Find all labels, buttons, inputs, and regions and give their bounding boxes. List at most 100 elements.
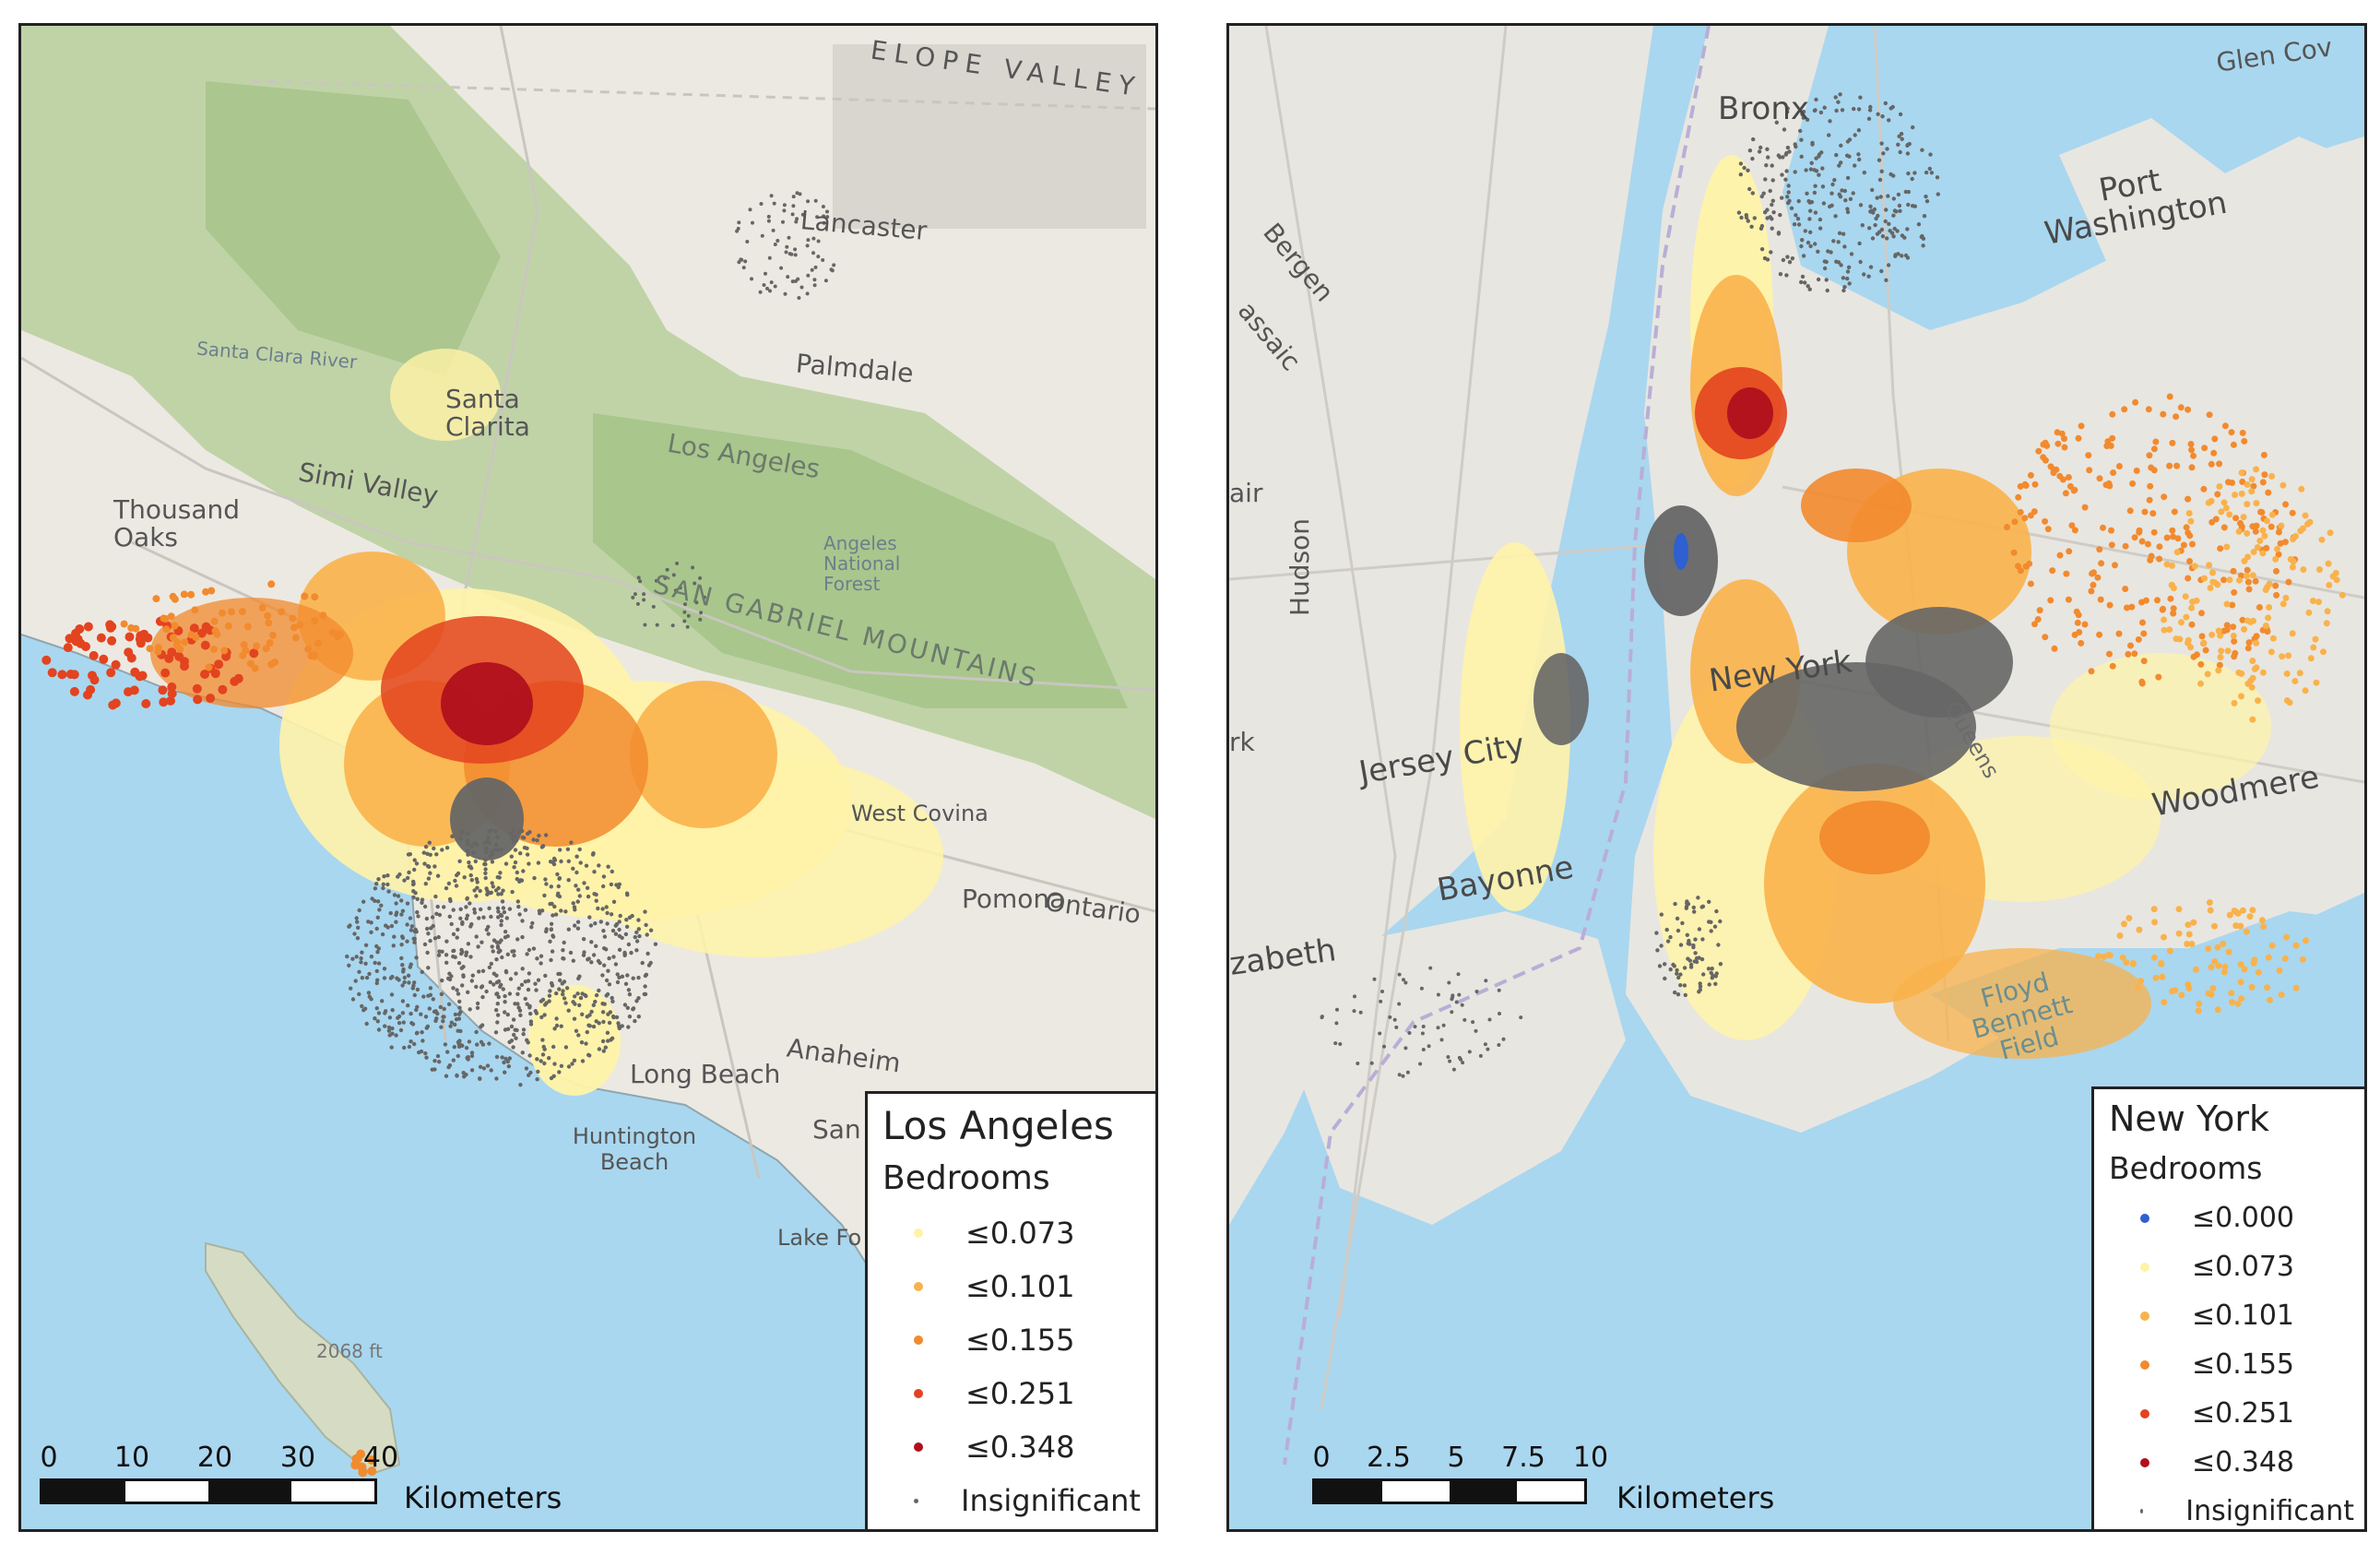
point-insignificant — [432, 864, 437, 869]
point-insignificant — [787, 235, 791, 240]
point-insignificant — [557, 1070, 562, 1074]
point-insignificant — [571, 1000, 575, 1004]
point-insignificant — [1845, 209, 1851, 215]
point-insignificant — [574, 854, 579, 859]
point-insignificant — [486, 924, 491, 930]
point-insignificant — [510, 889, 515, 895]
point-orange — [2139, 619, 2146, 626]
scale-tick-label: 30 — [279, 1442, 316, 1474]
point-insignificant — [480, 994, 485, 1000]
map-panel-los-angeles[interactable]: ELOPE VALLEY Lancaster Palmdale Santa Cl… — [18, 23, 1158, 1532]
point-insignificant — [374, 926, 379, 932]
point-insignificant — [622, 953, 627, 957]
point-orange — [2160, 605, 2167, 612]
point-insignificant — [447, 914, 452, 919]
point-insignificant — [769, 280, 774, 285]
point-insignificant — [613, 962, 619, 967]
point-red — [167, 682, 177, 692]
point-insignificant — [1382, 1044, 1386, 1049]
point-insignificant — [474, 876, 480, 882]
point-orange — [2232, 515, 2240, 522]
point-insignificant — [373, 1016, 377, 1021]
point-insignificant — [525, 952, 529, 956]
point-insignificant — [354, 916, 359, 920]
cluster-orange — [1764, 764, 1985, 1003]
point-orange — [2166, 626, 2173, 634]
point-orange — [2251, 956, 2258, 964]
point-insignificant — [1912, 171, 1917, 175]
point-insignificant — [381, 885, 385, 891]
map-panel-new-york[interactable]: Glen Cov Port Washington Bronx Bergen as… — [1226, 23, 2367, 1532]
point-insignificant — [556, 891, 561, 896]
point-insignificant — [1808, 208, 1813, 213]
point-insignificant — [1421, 1025, 1426, 1028]
point-orange — [2230, 567, 2237, 575]
point-insignificant — [539, 1059, 543, 1063]
point-insignificant — [1334, 1021, 1339, 1026]
point-insignificant — [414, 1031, 420, 1036]
point-insignificant — [444, 885, 449, 891]
point-orange — [2156, 543, 2163, 551]
point-insignificant — [424, 1055, 429, 1060]
point-orange — [2198, 610, 2205, 617]
point-insignificant — [1784, 169, 1789, 173]
point-insignificant — [816, 239, 821, 243]
point-insignificant — [626, 942, 632, 947]
point-insignificant — [1879, 268, 1884, 274]
point-insignificant — [485, 1063, 491, 1068]
point-insignificant — [472, 840, 477, 846]
point-orange — [207, 587, 216, 595]
point-insignificant — [511, 827, 515, 833]
point-insignificant — [1685, 932, 1689, 937]
point-orange — [2122, 542, 2129, 550]
point-insignificant — [540, 844, 546, 849]
point-orange — [2302, 687, 2309, 694]
point-insignificant — [487, 965, 492, 970]
point-insignificant — [781, 220, 785, 224]
point-orange — [2205, 945, 2212, 952]
point-insignificant — [423, 844, 429, 849]
point-insignificant — [1896, 192, 1901, 197]
point-insignificant — [1770, 202, 1774, 208]
point-insignificant — [1407, 1031, 1412, 1035]
point-orange — [2252, 577, 2259, 585]
point-insignificant — [379, 903, 384, 908]
point-orange — [219, 609, 226, 617]
point-orange — [2201, 445, 2208, 452]
point-insignificant — [425, 863, 431, 869]
point-insignificant — [524, 1066, 529, 1071]
point-orange — [2285, 578, 2292, 586]
point-insignificant — [503, 1056, 508, 1062]
point-insignificant — [1878, 195, 1883, 199]
legend-class-row: ≤0.251 — [2109, 1389, 2354, 1438]
point-insignificant — [397, 1014, 402, 1019]
point-orange — [2218, 508, 2225, 516]
legend-swatch — [914, 1335, 923, 1345]
point-orange — [2056, 552, 2064, 559]
point-orange — [2134, 984, 2141, 991]
point-insignificant — [499, 919, 503, 923]
point-insignificant — [479, 907, 483, 912]
point-insignificant — [1369, 1061, 1374, 1065]
point-orange — [2178, 991, 2185, 999]
point-orange — [358, 1467, 368, 1478]
point-insignificant — [356, 925, 361, 930]
point-insignificant — [435, 873, 441, 878]
point-orange — [2215, 667, 2222, 674]
point-insignificant — [534, 988, 539, 992]
point-insignificant — [1665, 939, 1671, 944]
point-insignificant — [1436, 1026, 1440, 1030]
legend-label: Insignificant — [961, 1483, 1141, 1518]
point-insignificant — [405, 875, 410, 881]
point-orange — [2250, 482, 2257, 490]
point-insignificant — [426, 993, 431, 998]
point-orange — [2240, 514, 2247, 521]
point-insignificant — [1898, 112, 1903, 117]
point-insignificant — [1448, 1059, 1452, 1063]
point-insignificant — [440, 949, 444, 954]
point-insignificant — [578, 861, 583, 865]
point-insignificant — [495, 1002, 500, 1006]
point-insignificant — [1809, 160, 1814, 165]
point-insignificant — [784, 250, 788, 255]
point-orange — [290, 623, 299, 632]
